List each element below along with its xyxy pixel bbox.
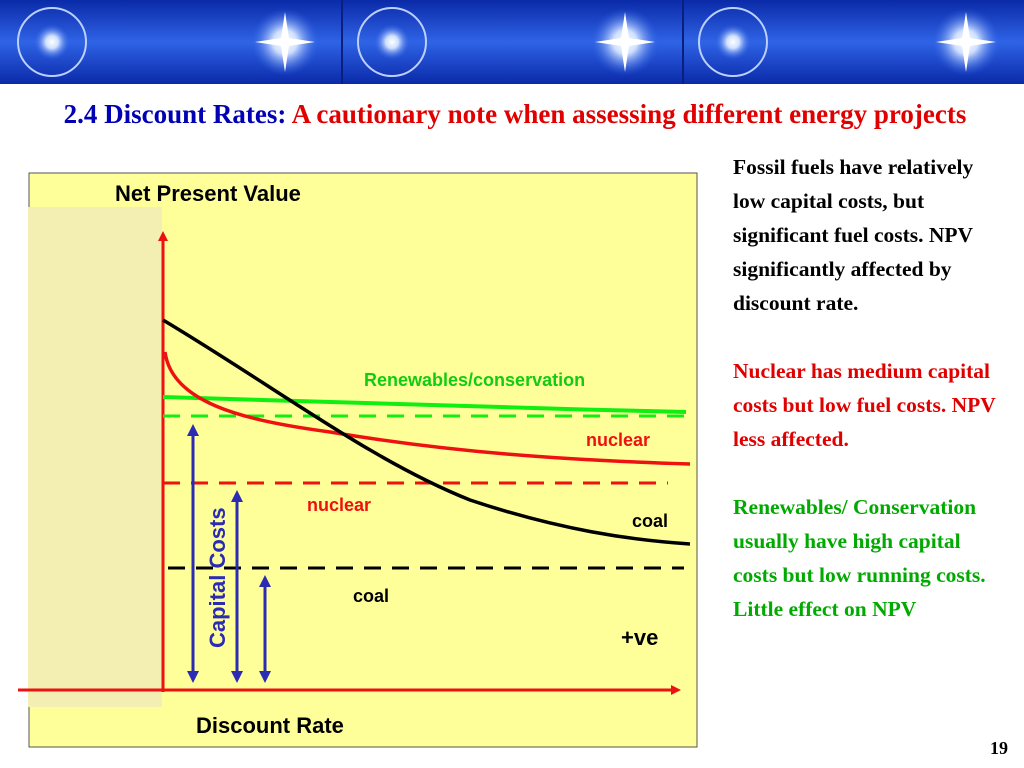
coal-curve: [162, 318, 691, 546]
header-banner: [0, 0, 1024, 84]
fossil-note: Fossil fuels have relatively low capital…: [733, 155, 974, 315]
nuclear-level-label: nuclear: [307, 495, 371, 515]
explanatory-notes: Fossil fuels have relatively low capital…: [733, 150, 1008, 660]
renewables-note: Renewables/ Conservation usually have hi…: [733, 495, 986, 621]
title-accent: A cautionary note when assessing differe…: [291, 99, 967, 129]
slide-title: 2.4 Discount Rates: A cautionary note wh…: [40, 94, 990, 134]
coal-curve-label: coal: [632, 511, 668, 531]
banner-tile-3: [682, 0, 1000, 84]
banner-tile-1: [17, 7, 319, 77]
positive-label: +ve: [621, 625, 658, 650]
nuclear-note: Nuclear has medium capital costs but low…: [733, 359, 996, 451]
renewables-curve: [162, 395, 687, 414]
title-prefix: 2.4 Discount Rates:: [63, 99, 287, 129]
page-number: 19: [990, 738, 1008, 758]
y-axis-label: Net Present Value: [115, 181, 301, 206]
capital-costs-label: Capital Costs: [205, 507, 230, 648]
banner-tile-2: [341, 0, 659, 84]
nuclear-curve: [163, 351, 691, 466]
renewables-curve-label: Renewables/conservation: [364, 370, 585, 390]
x-axis-label: Discount Rate: [196, 713, 344, 738]
left-sidebar-box: [28, 207, 162, 707]
nuclear-curve-label: nuclear: [586, 430, 650, 450]
coal-level-label: coal: [353, 586, 389, 606]
